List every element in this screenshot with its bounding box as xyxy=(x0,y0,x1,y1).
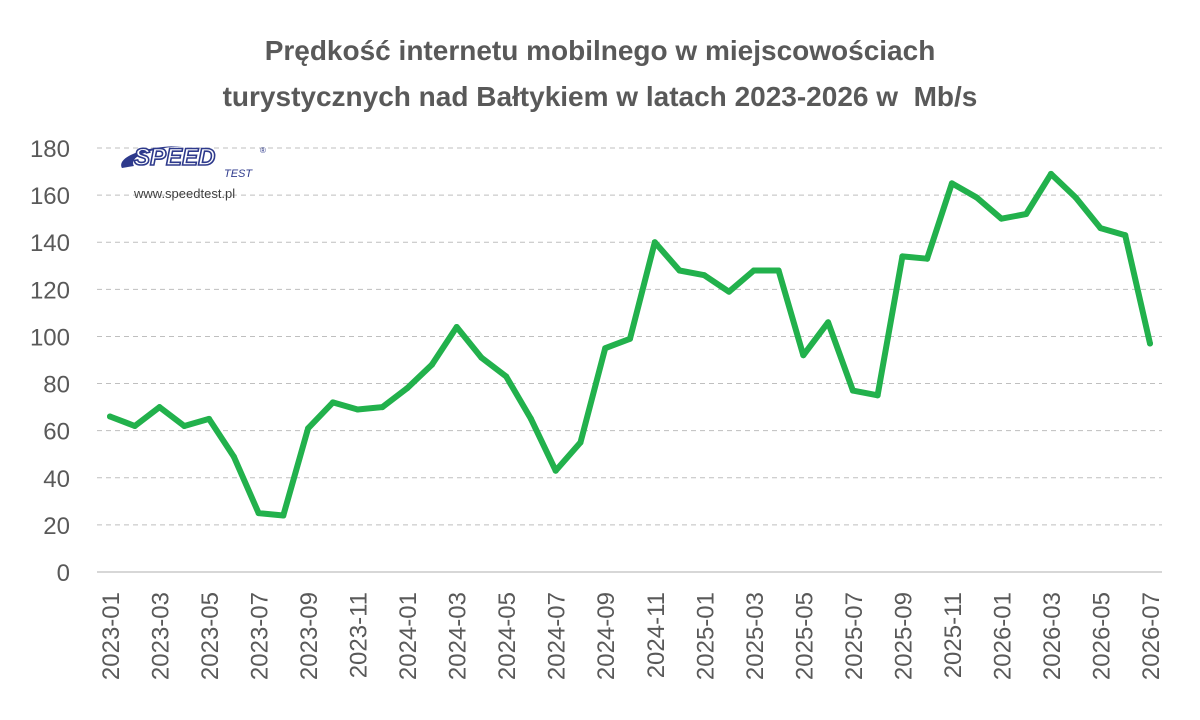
x-tick-label: 2025-01 xyxy=(692,592,719,680)
x-tick-label: 2023-01 xyxy=(98,592,125,680)
speedtest-logo: SPEED TEST ® www.speedtest.pl xyxy=(108,140,278,210)
data-point xyxy=(800,352,807,359)
data-point xyxy=(255,510,262,517)
y-tick-label: 40 xyxy=(43,466,70,493)
data-point xyxy=(701,272,708,279)
speedtest-logo-mark: SPEED TEST ® xyxy=(121,143,266,180)
series-group xyxy=(107,170,1153,519)
data-point xyxy=(206,415,213,422)
x-tick-label: 2024-05 xyxy=(494,592,521,680)
data-point xyxy=(825,319,832,326)
x-tick-label: 2025-07 xyxy=(841,592,868,680)
data-point xyxy=(1147,340,1153,347)
y-tick-label: 60 xyxy=(43,419,70,446)
data-point xyxy=(131,422,138,429)
data-point xyxy=(973,194,980,201)
data-point xyxy=(527,415,534,422)
x-tick-label: 2025-03 xyxy=(742,592,769,680)
data-point xyxy=(924,255,931,262)
y-axis: 0 20 40 60 80 100 120 140 160 180 xyxy=(30,136,70,587)
data-point xyxy=(998,215,1005,222)
chart-title-line-1: Prędkość internetu mobilnego w miejscowo… xyxy=(264,35,936,66)
data-point xyxy=(478,354,485,361)
data-point xyxy=(107,413,113,420)
data-point xyxy=(651,239,658,246)
data-point xyxy=(948,180,955,187)
y-tick-label: 100 xyxy=(30,324,70,351)
y-tick-label: 160 xyxy=(30,183,70,210)
x-tick-label: 2024-07 xyxy=(544,592,571,680)
data-point xyxy=(230,453,237,460)
chart-title: Prędkość internetu mobilnego w miejscowo… xyxy=(0,28,1200,120)
data-point xyxy=(280,512,287,519)
y-tick-label: 20 xyxy=(43,513,70,540)
y-tick-label: 140 xyxy=(30,230,70,257)
data-point xyxy=(379,404,386,411)
y-tick-label: 120 xyxy=(30,277,70,304)
x-tick-label: 2026-05 xyxy=(1088,592,1115,680)
x-tick-label: 2026-03 xyxy=(1039,592,1066,680)
chart-title-line-2: turystycznych nad Bałtykiem w latach 202… xyxy=(222,81,978,112)
x-tick-label: 2023-05 xyxy=(197,592,224,680)
data-point xyxy=(1072,194,1079,201)
data-point xyxy=(181,422,188,429)
x-tick-label: 2024-01 xyxy=(395,592,422,680)
data-point xyxy=(329,399,336,406)
data-point xyxy=(503,373,510,380)
data-point xyxy=(1122,232,1129,239)
data-point xyxy=(874,392,881,399)
x-tick-label: 2024-11 xyxy=(643,592,670,678)
data-point xyxy=(750,267,757,274)
x-tick-label: 2023-09 xyxy=(296,592,323,680)
data-point xyxy=(627,335,633,342)
x-tick-label: 2026-01 xyxy=(989,592,1016,680)
data-point xyxy=(354,406,361,413)
data-point xyxy=(428,361,435,368)
data-point xyxy=(1023,210,1030,217)
series-line-0 xyxy=(107,170,1153,519)
x-tick-label: 2025-11 xyxy=(940,592,967,678)
x-tick-label: 2024-03 xyxy=(445,592,472,680)
logo-swoosh xyxy=(121,146,182,168)
x-tick-label: 2023-07 xyxy=(247,592,274,680)
y-tick-label: 80 xyxy=(43,372,70,399)
y-tick-label: 180 xyxy=(30,136,70,163)
logo-sub-text: TEST xyxy=(224,168,253,180)
data-point xyxy=(577,439,584,446)
y-tick-label: 0 xyxy=(57,560,70,587)
logo-brand-text: SPEED xyxy=(134,144,215,171)
data-point xyxy=(1097,225,1104,232)
x-axis: 2023-01 2023-03 2023-05 2023-07 2023-09 2023-… xyxy=(97,571,1165,680)
data-point xyxy=(726,288,733,295)
data-point xyxy=(775,267,782,274)
data-point xyxy=(453,324,460,331)
data-point xyxy=(404,385,411,392)
x-tick-label: 2023-03 xyxy=(148,592,175,680)
logo-registered-mark: ® xyxy=(260,146,266,155)
logo-url: www.speedtest.pl xyxy=(134,186,236,201)
data-point xyxy=(1047,170,1054,177)
x-tick-label: 2023-11 xyxy=(346,592,373,678)
data-point xyxy=(552,467,559,474)
x-tick-label: 2025-09 xyxy=(890,592,917,680)
data-point xyxy=(849,387,856,394)
x-tick-label: 2026-07 xyxy=(1138,592,1165,680)
data-point xyxy=(305,425,312,432)
data-point xyxy=(156,404,163,411)
x-tick-label: 2025-05 xyxy=(791,592,818,680)
data-point xyxy=(899,253,906,260)
x-tick-label: 2024-09 xyxy=(593,592,620,680)
data-point xyxy=(602,345,609,352)
data-point xyxy=(676,267,683,274)
